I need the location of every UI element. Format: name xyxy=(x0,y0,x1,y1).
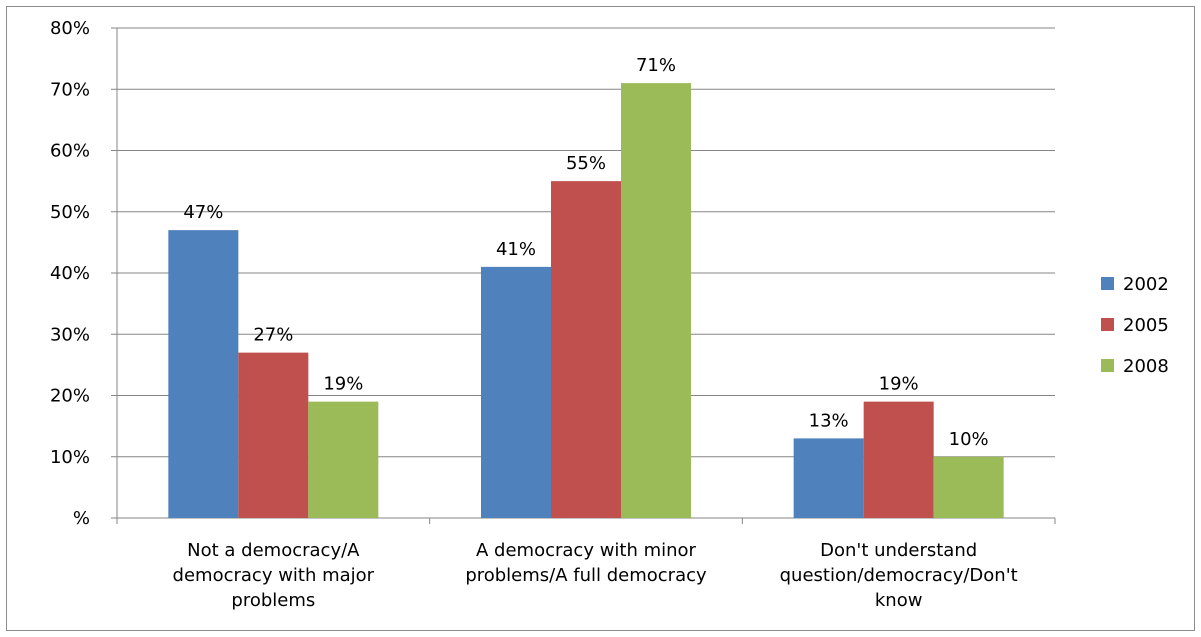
data-label: 19% xyxy=(879,374,919,395)
x-category-label: question/democracy/Don't xyxy=(780,565,1018,586)
bar-2005 xyxy=(863,401,934,518)
bar-2008 xyxy=(933,456,1004,518)
data-label: 10% xyxy=(949,429,989,450)
y-tick-label: 20% xyxy=(50,386,90,407)
legend-swatch-2002 xyxy=(1101,277,1114,290)
y-tick-label: 60% xyxy=(50,141,90,162)
y-tick-label: 30% xyxy=(50,324,90,345)
data-label: 71% xyxy=(636,55,676,76)
y-tick-label: 80% xyxy=(50,18,90,39)
legend-swatch-2005 xyxy=(1101,318,1114,331)
y-tick-label: 40% xyxy=(50,263,90,284)
x-category-label: Don't understand xyxy=(820,540,977,561)
x-category-label: problems xyxy=(231,590,315,611)
data-label: 27% xyxy=(253,325,293,346)
data-label: 47% xyxy=(183,202,223,223)
bar-2005 xyxy=(551,181,621,518)
legend-swatch-2008 xyxy=(1101,359,1114,372)
bar-2005 xyxy=(238,352,309,518)
legend-label-2002: 2002 xyxy=(1123,274,1169,295)
x-category-label: A democracy with minor xyxy=(476,540,697,561)
y-tick-label: 10% xyxy=(50,447,90,468)
bar-2008 xyxy=(308,401,379,518)
bar-2008 xyxy=(621,83,691,518)
data-label: 19% xyxy=(323,374,363,395)
x-category-label: Not a democracy/A xyxy=(187,540,360,561)
data-label: 13% xyxy=(809,410,849,431)
x-category-label: democracy with major xyxy=(173,565,375,586)
y-tick-label: % xyxy=(73,508,90,529)
y-tick-label: 50% xyxy=(50,202,90,223)
x-category-label: know xyxy=(875,590,923,611)
bar-2002 xyxy=(793,438,864,518)
bar-2002 xyxy=(168,230,239,518)
legend-label-2008: 2008 xyxy=(1123,356,1169,377)
data-label: 41% xyxy=(496,239,536,260)
data-label: 55% xyxy=(566,153,606,174)
y-tick-label: 70% xyxy=(50,79,90,100)
bar-2002 xyxy=(481,266,551,518)
legend-label-2005: 2005 xyxy=(1123,315,1169,336)
x-category-label: problems/A full democracy xyxy=(465,565,707,586)
